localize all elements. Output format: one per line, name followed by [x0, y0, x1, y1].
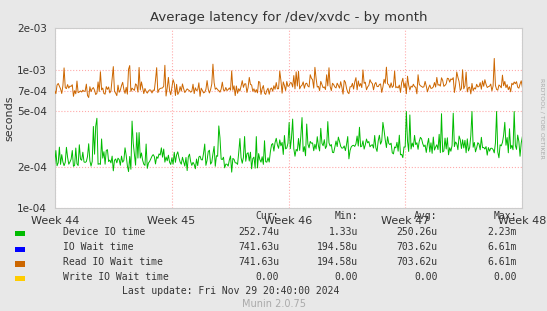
Text: 741.63u: 741.63u — [238, 257, 279, 267]
Title: Average latency for /dev/xvdc - by month: Average latency for /dev/xvdc - by month — [150, 11, 427, 24]
Text: Cur:: Cur: — [255, 211, 279, 221]
Text: 250.26u: 250.26u — [397, 227, 438, 237]
Text: Write IO Wait time: Write IO Wait time — [63, 272, 168, 282]
Text: 703.62u: 703.62u — [397, 257, 438, 267]
Text: 1.33u: 1.33u — [329, 227, 358, 237]
Text: Device IO time: Device IO time — [63, 227, 145, 237]
Text: Max:: Max: — [493, 211, 517, 221]
Text: 0.00: 0.00 — [414, 272, 438, 282]
Text: 0.00: 0.00 — [493, 272, 517, 282]
Text: Avg:: Avg: — [414, 211, 438, 221]
Y-axis label: seconds: seconds — [4, 95, 14, 141]
Text: Min:: Min: — [335, 211, 358, 221]
Text: 0.00: 0.00 — [255, 272, 279, 282]
Text: 2.23m: 2.23m — [487, 227, 517, 237]
Text: 6.61m: 6.61m — [487, 242, 517, 252]
Text: Munin 2.0.75: Munin 2.0.75 — [241, 299, 306, 309]
Text: 194.58u: 194.58u — [317, 257, 358, 267]
Text: 741.63u: 741.63u — [238, 242, 279, 252]
Text: 0.00: 0.00 — [335, 272, 358, 282]
Text: 703.62u: 703.62u — [397, 242, 438, 252]
Text: RRDTOOL / TOBI OETIKER: RRDTOOL / TOBI OETIKER — [539, 78, 544, 159]
Text: IO Wait time: IO Wait time — [63, 242, 133, 252]
Text: 252.74u: 252.74u — [238, 227, 279, 237]
Text: Last update: Fri Nov 29 20:40:00 2024: Last update: Fri Nov 29 20:40:00 2024 — [122, 286, 339, 296]
Text: 194.58u: 194.58u — [317, 242, 358, 252]
Text: Read IO Wait time: Read IO Wait time — [63, 257, 163, 267]
Text: 6.61m: 6.61m — [487, 257, 517, 267]
